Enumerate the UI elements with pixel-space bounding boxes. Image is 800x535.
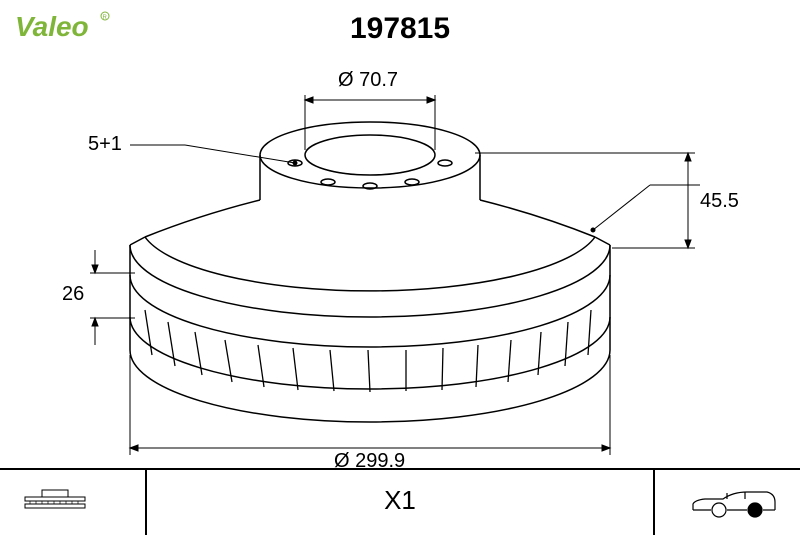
svg-text:R: R <box>103 15 108 21</box>
height-label: 45.5 <box>700 190 739 213</box>
brand-logo: Valeo R <box>15 10 115 50</box>
quantity-label: X1 <box>384 485 416 516</box>
disc-profile-icon <box>20 485 90 525</box>
thickness-label: 26 <box>62 283 84 306</box>
footer-bar: X1 <box>0 468 800 533</box>
car-axle-icon <box>685 488 780 525</box>
bore-diameter-label: Ø 70.7 <box>338 69 398 92</box>
bolt-pattern-label: 5+1 <box>88 133 122 156</box>
technical-drawing: Ø 70.7 5+1 26 45.5 Ø 299.9 <box>0 55 800 475</box>
svg-text:Valeo: Valeo <box>15 11 89 42</box>
part-number: 197815 <box>350 12 450 46</box>
